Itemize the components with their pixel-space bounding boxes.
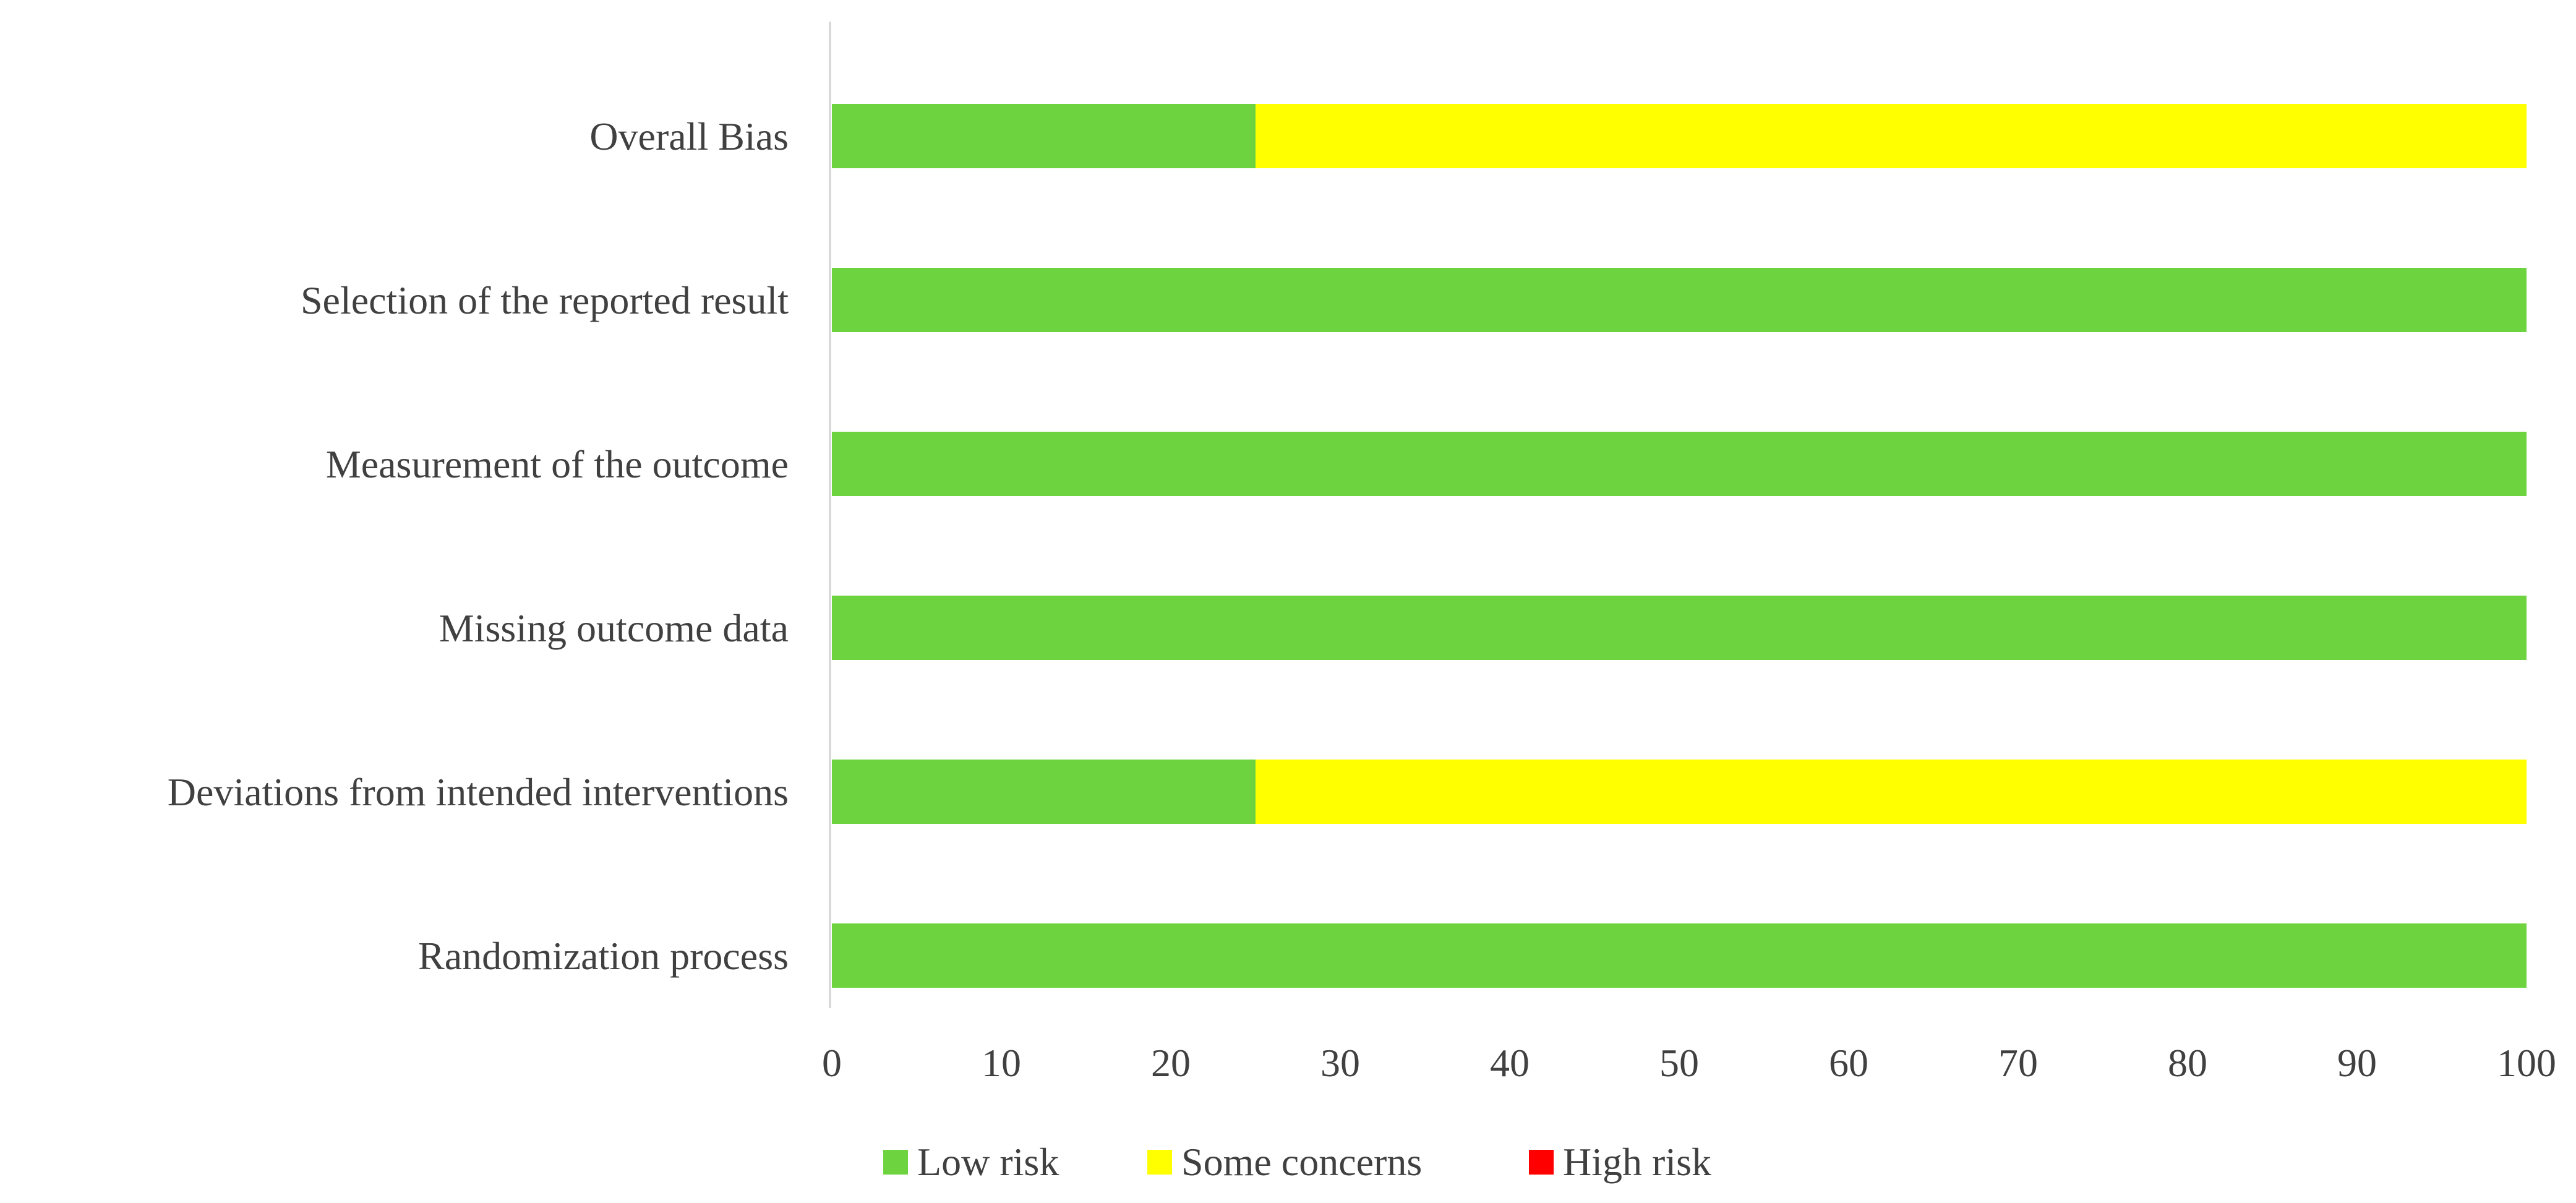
legend-swatch-some-concerns bbox=[1147, 1150, 1172, 1175]
x-tick-label: 70 bbox=[1998, 1041, 2038, 1085]
bar-some-concerns bbox=[1256, 104, 2527, 168]
category-label: Selection of the reported result bbox=[301, 278, 789, 322]
x-tick-label: 90 bbox=[2337, 1041, 2377, 1085]
x-tick-label: 10 bbox=[982, 1041, 1021, 1085]
bar-low-risk bbox=[832, 760, 1256, 824]
legend-swatch-low-risk bbox=[883, 1150, 908, 1175]
x-tick-label: 100 bbox=[2497, 1041, 2556, 1085]
x-tick-label: 60 bbox=[1829, 1041, 1868, 1085]
legend: Low risk Some concerns High risk bbox=[883, 1140, 1711, 1184]
bar-low-risk bbox=[832, 923, 2527, 988]
legend-label-low-risk: Low risk bbox=[917, 1140, 1059, 1184]
category-label: Missing outcome data bbox=[439, 606, 789, 650]
category-labels: Randomization process Deviations from in… bbox=[168, 114, 789, 978]
bar-low-risk bbox=[832, 432, 2527, 496]
bar-low-risk bbox=[832, 104, 1256, 168]
x-tick-label: 20 bbox=[1151, 1041, 1191, 1085]
category-label: Overall Bias bbox=[589, 114, 789, 158]
category-label: Deviations from intended interventions bbox=[168, 770, 789, 814]
x-tick-label: 0 bbox=[822, 1041, 842, 1085]
legend-label-some-concerns: Some concerns bbox=[1181, 1140, 1422, 1184]
x-tick-label: 40 bbox=[1490, 1041, 1530, 1085]
legend-swatch-high-risk bbox=[1529, 1150, 1554, 1175]
x-tick-label: 80 bbox=[2168, 1041, 2207, 1085]
category-label: Randomization process bbox=[418, 934, 789, 978]
category-label: Measurement of the outcome bbox=[326, 442, 789, 486]
bar-low-risk bbox=[832, 268, 2527, 332]
bar-some-concerns bbox=[1256, 760, 2527, 824]
x-tick-label: 30 bbox=[1320, 1041, 1360, 1085]
x-axis-ticks: 0 10 20 30 40 50 60 70 80 90 100 bbox=[822, 1041, 2556, 1085]
x-tick-label: 50 bbox=[1659, 1041, 1699, 1085]
legend-label-high-risk: High risk bbox=[1563, 1140, 1711, 1184]
bars bbox=[832, 104, 2527, 988]
bar-low-risk bbox=[832, 596, 2527, 660]
